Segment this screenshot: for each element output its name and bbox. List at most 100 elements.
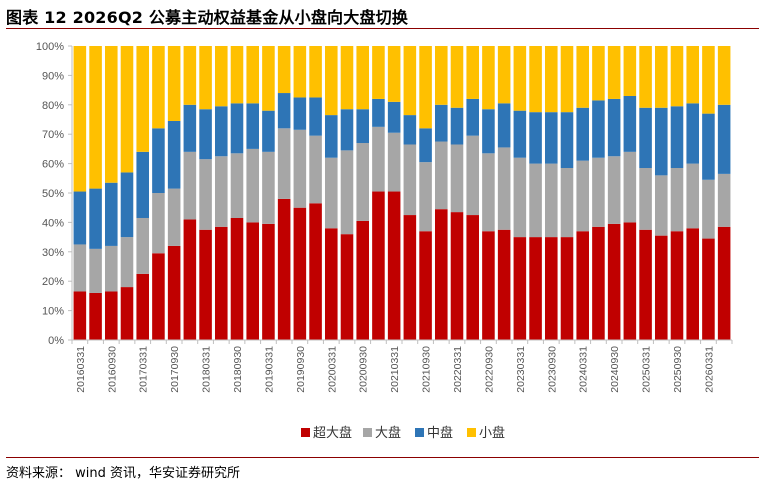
bar-segment-4-20200630 [340,46,354,110]
bar-segment-4-20250630 [655,46,668,108]
bar-segment-1-20240930 [607,223,621,340]
bar-segment-2-20220331 [450,144,464,213]
bar-segment-4-20180331 [199,46,212,110]
bar-segment-4-20241231 [623,46,637,96]
source-divider [6,457,759,458]
bar-segment-3-20201231 [372,98,385,127]
bar-segment-2-20180930 [230,153,244,218]
bar-segment-1-20170930 [167,245,181,340]
bar-segment-1-20260331 [702,238,715,340]
bar-segment-1-20160331 [73,291,87,340]
bar-segment-4-20210630 [403,46,417,116]
y-tick-label: 80% [42,100,64,112]
x-tick-label: 20210930 [421,346,433,393]
bar-segment-3-20180331 [199,109,212,160]
x-tick-label: 20170331 [138,346,150,393]
bar-segment-2-20230331 [513,157,527,238]
bar-segment-4-20231231 [560,46,574,113]
bar-segment-2-20240930 [607,156,621,224]
bar-segment-4-20170930 [167,46,181,121]
bar-segment-2-20250630 [655,175,668,236]
bar-segment-2-20170630 [152,193,165,254]
bar-segment-3-20200930 [356,109,369,144]
bar-segment-3-20160331 [73,191,87,245]
y-tick-label: 60% [42,159,64,171]
bar-segment-4-20260331 [702,46,715,114]
bar-segment-1-20251231 [686,228,699,340]
bar-segment-1-20210930 [419,231,432,340]
bar-segment-3-20230331 [513,110,527,158]
bar-segment-1-20240630 [592,226,605,340]
bar-segment-1-20190930 [293,207,307,340]
bar-segment-1-20190630 [277,198,291,340]
figure-title: 图表 12 2026Q2 公募主动权益基金从小盘向大盘切换 [6,8,409,27]
bar-segment-1-20200930 [356,220,369,340]
bar-segment-2-20230630 [529,163,542,238]
legend-label-3: 中盘 [427,425,453,441]
bar-segment-3-20170331 [136,151,149,218]
bar-segment-4-20191231 [309,46,322,98]
bar-segment-2-20221231 [497,147,511,230]
bar-segment-3-20191231 [309,97,322,136]
bar-segment-2-20220630 [466,135,479,216]
y-tick-label: 10% [42,306,64,318]
title-underline [6,28,759,29]
bar-segment-3-20251231 [686,103,699,164]
x-tick-label: 20160331 [75,346,87,393]
bar-segment-2-20170930 [167,188,181,246]
bar-segment-2-20160630 [89,248,102,293]
x-tick-label: 20260331 [703,346,715,393]
bar-segment-2-20250930 [670,168,684,232]
bar-segment-2-20240630 [592,157,605,227]
bar-segment-3-20240930 [607,98,621,157]
bar-segment-1-20180331 [199,229,212,340]
bar-segment-3-20180630 [215,106,228,157]
bar-segment-3-20240331 [576,107,589,161]
bar-segment-3-20231231 [560,112,574,169]
bar-segment-1-20250331 [639,229,652,340]
bar-segment-2-20201231 [372,126,385,192]
bar-segment-1-20160930 [105,291,118,340]
bar-segment-1-20231231 [560,237,574,340]
bar-segment-3-20190331 [262,110,275,152]
bar-segment-2-20260331 [702,179,715,239]
bar-segment-4-20181231 [246,46,259,104]
bar-segment-4-20260630 [717,46,731,105]
bar-segment-3-20170630 [152,128,165,193]
bar-segment-2-20200630 [340,150,354,235]
bar-segment-4-20190630 [277,46,291,94]
y-tick-label: 50% [42,188,64,200]
x-tick-label: 20240930 [609,346,621,393]
x-tick-label: 20220331 [452,346,464,393]
x-tick-label: 20220930 [483,346,495,393]
bar-segment-3-20180930 [230,103,244,154]
bar-segment-2-20160930 [105,245,118,292]
x-tick-label: 20190930 [295,346,307,393]
bar-segment-4-20240930 [607,46,621,99]
bar-segment-2-20231231 [560,168,574,238]
bar-segment-1-20201231 [372,191,385,340]
bar-segment-4-20230630 [529,46,542,113]
bar-segment-2-20241231 [623,151,637,223]
x-tick-label: 20240331 [578,346,590,393]
x-tick-label: 20170930 [169,346,181,393]
bar-segment-3-20230630 [529,112,542,164]
bar-segment-3-20210331 [387,101,401,133]
bar-segment-3-20250630 [655,107,668,176]
bar-segment-1-20171231 [183,219,197,340]
x-tick-label: 20250930 [672,346,684,393]
bar-segment-3-20210630 [403,115,417,145]
bar-segment-2-20190331 [262,151,275,224]
bar-segment-2-20170331 [136,217,149,274]
bar-segment-2-20210331 [387,132,401,192]
bar-segment-1-20161231 [120,287,134,340]
bar-segment-4-20180630 [215,46,228,107]
bar-segment-3-20220630 [466,98,479,136]
bar-segment-4-20190930 [293,46,307,98]
bar-segment-2-20240331 [576,160,589,232]
bar-segment-3-20160930 [105,182,118,246]
bar-segment-3-20230930 [545,112,558,164]
bar-segment-4-20211231 [435,46,448,105]
bar-segment-4-20161231 [120,46,134,173]
